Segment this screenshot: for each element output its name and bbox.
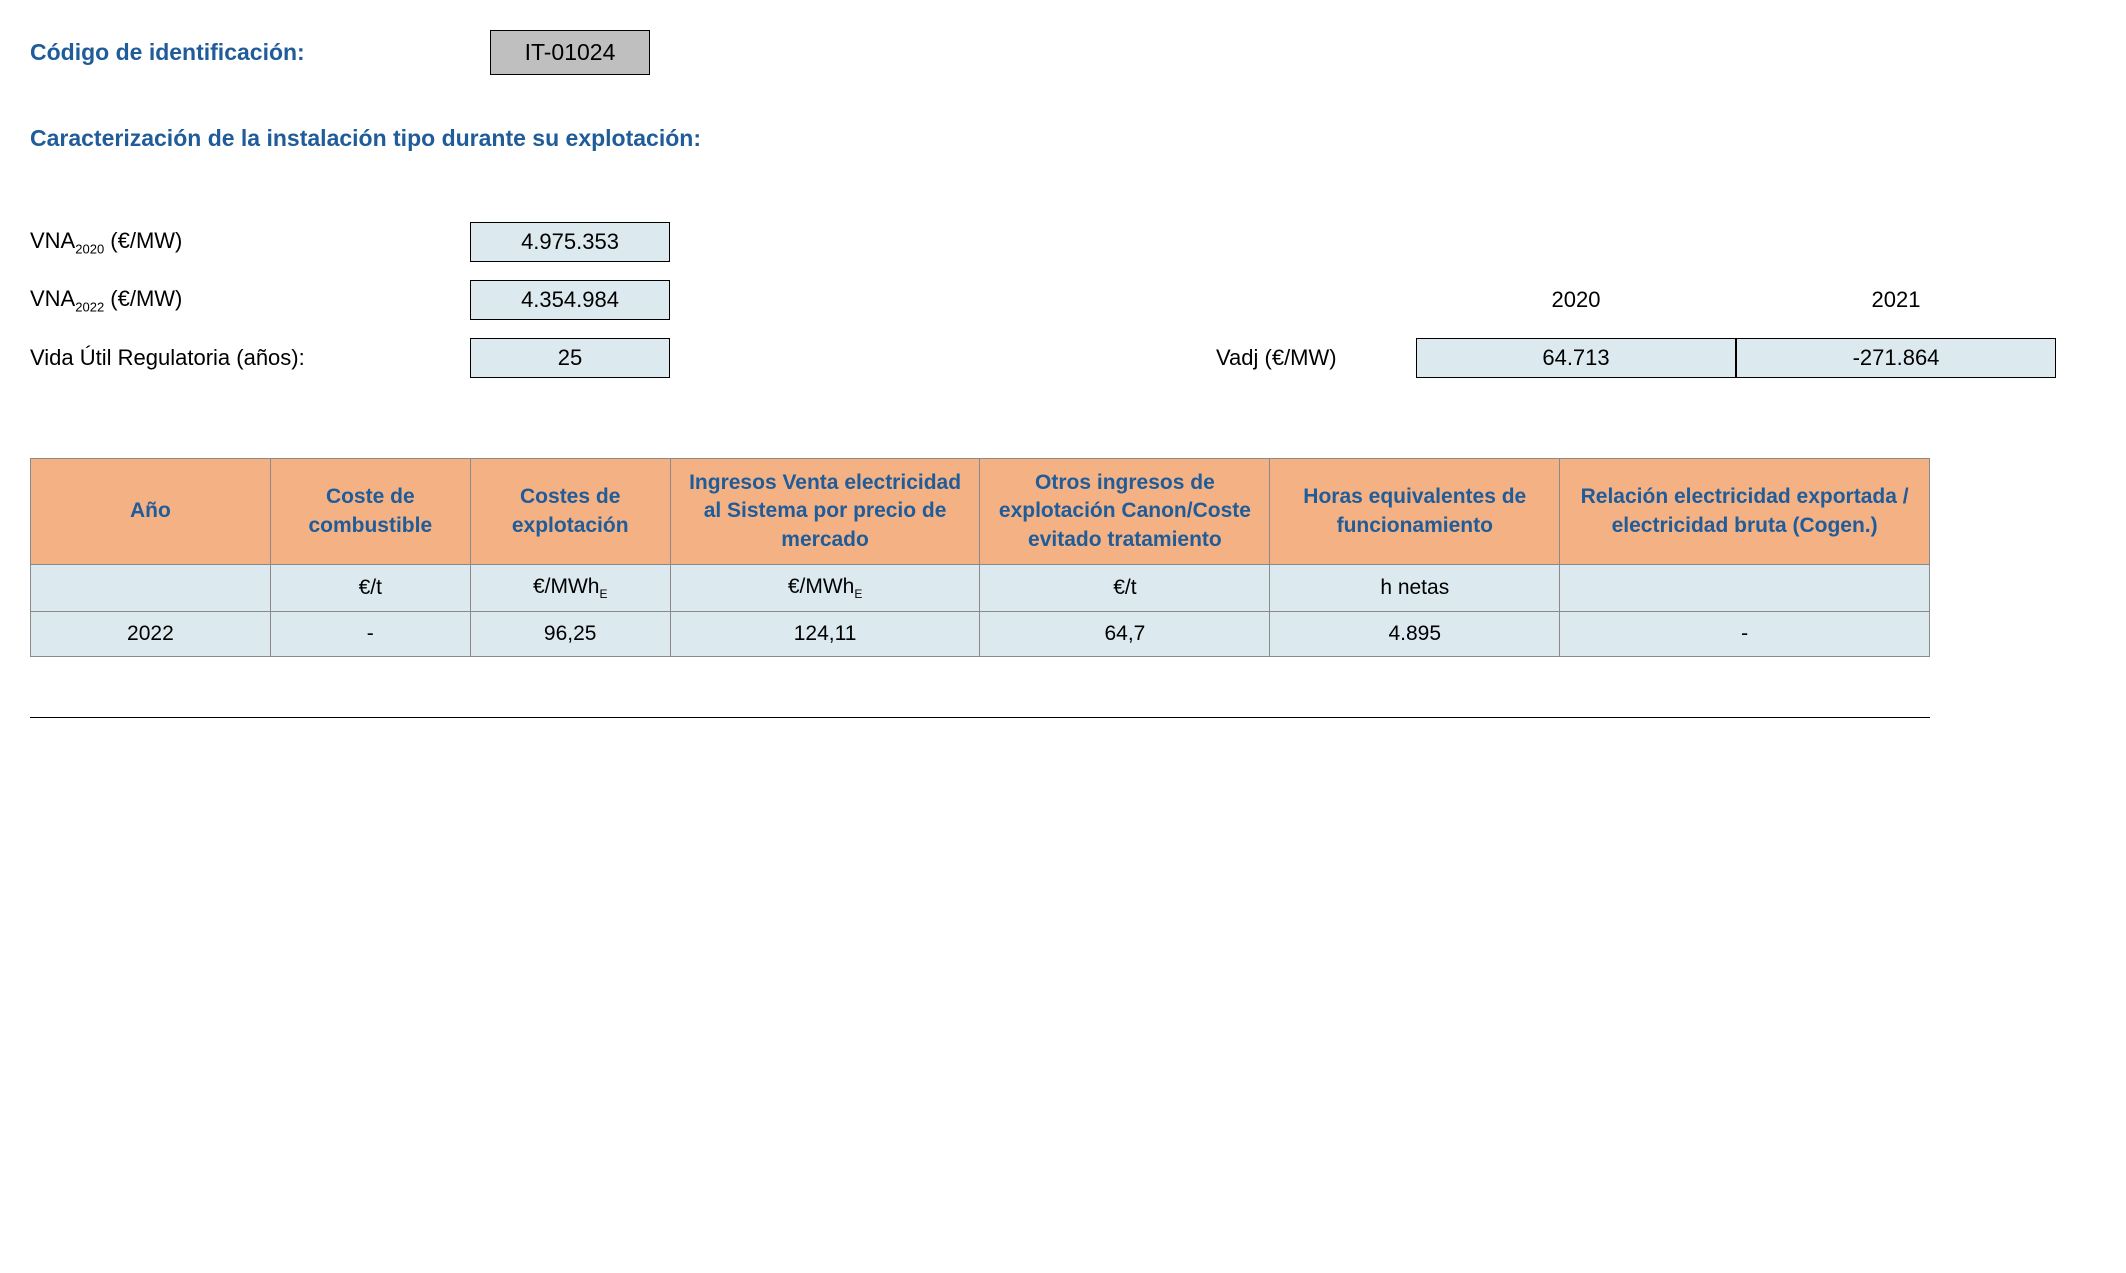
table-units-row: €/t €/MWhE €/MWhE €/t h netas <box>31 565 1930 612</box>
unit-rel <box>1560 565 1930 612</box>
th-horas: Horas equivalentes de funcionamiento <box>1270 459 1560 565</box>
unit-expl: €/MWhE <box>470 565 670 612</box>
vna2022-label: VNA2022 (€/MW) <box>30 286 470 314</box>
vadj-years-row: 2020 2021 <box>1216 287 2056 313</box>
vadj-value-2: -271.864 <box>1736 338 2056 378</box>
th-comb: Coste de combustible <box>270 459 470 565</box>
unit-ano <box>31 565 271 612</box>
table-data-row: 2022 - 96,25 124,11 64,7 4.895 - <box>31 612 1930 657</box>
unit-horas: h netas <box>1270 565 1560 612</box>
vna2022-label-sub: 2022 <box>75 299 104 314</box>
divider-line <box>30 717 1930 718</box>
vna2020-label-post: (€/MW) <box>104 228 182 253</box>
th-rel: Relación electricidad exportada / electr… <box>1560 459 1930 565</box>
vna2020-label-pre: VNA <box>30 228 75 253</box>
vida-value: 25 <box>470 338 670 378</box>
vna2022-label-pre: VNA <box>30 286 75 311</box>
vadj-value-1: 64.713 <box>1416 338 1736 378</box>
section-title: Caracterización de la instalación tipo d… <box>30 125 2096 152</box>
unit-expl-sub: E <box>599 587 607 601</box>
vna2020-label: VNA2020 (€/MW) <box>30 228 470 256</box>
cell-ing: 124,11 <box>670 612 980 657</box>
vida-label: Vida Útil Regulatoria (años): <box>30 345 470 371</box>
unit-ing: €/MWhE <box>670 565 980 612</box>
code-value-box: IT-01024 <box>490 30 650 75</box>
unit-comb: €/t <box>270 565 470 612</box>
vna2022-label-post: (€/MW) <box>104 286 182 311</box>
cell-horas: 4.895 <box>1270 612 1560 657</box>
unit-expl-pre: €/MWh <box>533 575 600 598</box>
th-expl: Costes de explotación <box>470 459 670 565</box>
cell-expl: 96,25 <box>470 612 670 657</box>
th-otros: Otros ingresos de explotación Canon/Cost… <box>980 459 1270 565</box>
main-data-table: Año Coste de combustible Costes de explo… <box>30 458 1930 657</box>
vna2020-value: 4.975.353 <box>470 222 670 262</box>
cell-comb: - <box>270 612 470 657</box>
cell-rel: - <box>1560 612 1930 657</box>
cell-ano: 2022 <box>31 612 271 657</box>
vna2022-value: 4.354.984 <box>470 280 670 320</box>
identification-header: Código de identificación: IT-01024 <box>30 30 2096 75</box>
unit-otros: €/t <box>980 565 1270 612</box>
code-label: Código de identificación: <box>30 39 450 66</box>
vadj-year-2: 2021 <box>1736 287 2056 313</box>
th-ano: Año <box>31 459 271 565</box>
table-header-row: Año Coste de combustible Costes de explo… <box>31 459 1930 565</box>
vadj-values-row: Vadj (€/MW) 64.713 -271.864 <box>1216 338 2056 378</box>
vna2020-label-sub: 2020 <box>75 241 104 256</box>
parameters-grid: VNA2020 (€/MW) 4.975.353 VNA2022 (€/MW) … <box>30 222 2096 378</box>
cell-otros: 64,7 <box>980 612 1270 657</box>
th-ing: Ingresos Venta electricidad al Sistema p… <box>670 459 980 565</box>
unit-ing-sub: E <box>854 587 862 601</box>
vadj-label: Vadj (€/MW) <box>1216 345 1416 371</box>
unit-ing-pre: €/MWh <box>788 575 855 598</box>
vadj-year-1: 2020 <box>1416 287 1736 313</box>
